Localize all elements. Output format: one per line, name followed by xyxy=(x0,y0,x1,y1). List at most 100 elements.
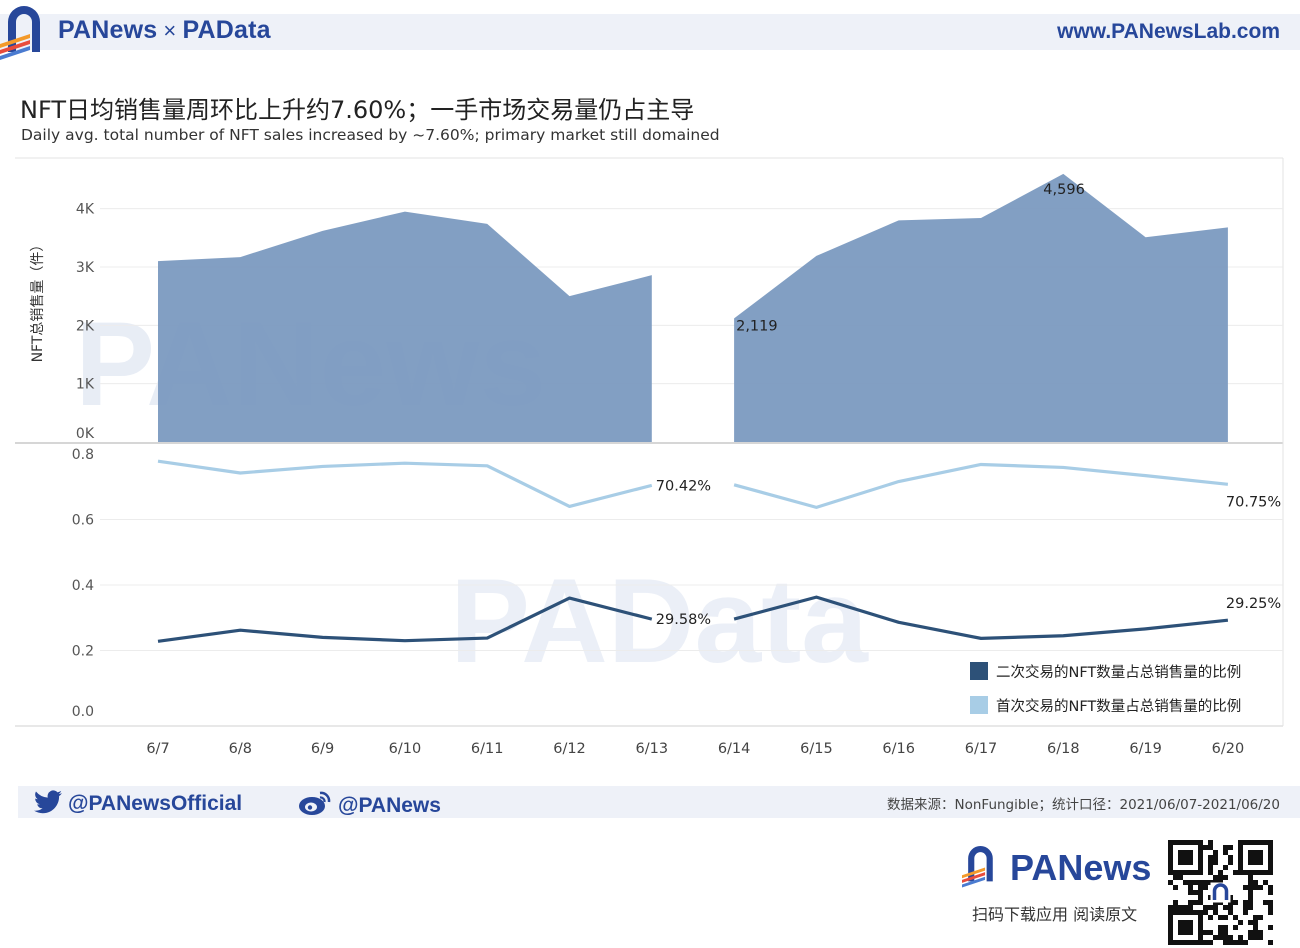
qr-module xyxy=(1253,935,1258,940)
weibo-icon xyxy=(299,791,331,815)
panews-logo-icon xyxy=(0,6,40,60)
qr-module xyxy=(1268,910,1273,915)
qr-module xyxy=(1173,900,1178,905)
line-data-label: 29.58% xyxy=(656,612,711,628)
weibo-label: @PANews xyxy=(338,794,441,817)
qr-module xyxy=(1178,875,1183,880)
qr-module xyxy=(1228,860,1233,865)
qr-module xyxy=(1268,940,1273,945)
qr-module xyxy=(1238,935,1243,940)
qr-module xyxy=(1173,875,1178,880)
y-tick-label: 1K xyxy=(76,377,95,393)
qr-module xyxy=(1198,885,1203,890)
qr-module xyxy=(1253,880,1258,885)
qr-module xyxy=(1188,905,1193,910)
qr-module xyxy=(1213,935,1218,940)
qr-module xyxy=(1213,905,1218,910)
qr-logo xyxy=(1212,883,1229,900)
qr-finder-center xyxy=(1248,850,1263,865)
qr-module xyxy=(1203,940,1208,945)
x-tick-label: 6/11 xyxy=(471,741,504,757)
area-data-label: 4,596 xyxy=(1043,182,1085,198)
legend-label: 首次交易的NFT数量占总销售量的比例 xyxy=(996,697,1241,715)
x-axis: 6/7 6/8 6/9 6/10 6/11 6/12 6/13 6/14 6/15 6/16 6/1… xyxy=(146,741,1244,757)
legend-label: 二次交易的NFT数量占总销售量的比例 xyxy=(996,663,1241,681)
chart-title: NFT日均销售量周环比上升约7.60%；一手市场交易量仍占主导 xyxy=(20,96,695,124)
weibo-handle[interactable]: @PANews xyxy=(298,790,441,818)
qr-module xyxy=(1223,925,1228,930)
qr-module xyxy=(1208,915,1213,920)
y-tick-label: 0.8 xyxy=(72,447,94,463)
qr-module xyxy=(1228,855,1233,860)
qr-module xyxy=(1223,915,1228,920)
qr-module xyxy=(1208,840,1213,845)
qr-module xyxy=(1213,860,1218,865)
qr-module xyxy=(1203,905,1208,910)
chart-frame xyxy=(15,157,1284,727)
qr-module xyxy=(1203,845,1208,850)
qr-module xyxy=(1193,890,1198,895)
qr-module xyxy=(1248,905,1253,910)
area-data-label: 2,119 xyxy=(736,318,778,334)
area-segment-1 xyxy=(158,211,652,442)
qr-module xyxy=(1243,885,1248,890)
twitter-icon xyxy=(34,790,62,814)
qr-module xyxy=(1248,920,1253,925)
line-data-label: 70.42% xyxy=(656,478,711,494)
qr-module xyxy=(1198,900,1203,905)
qr-module xyxy=(1208,940,1213,945)
qr-module xyxy=(1248,885,1253,890)
qr-module xyxy=(1193,900,1198,905)
qr-module xyxy=(1228,935,1233,940)
qr-module xyxy=(1208,905,1213,910)
qr-module xyxy=(1188,890,1193,895)
x-tick-label: 6/8 xyxy=(229,741,252,757)
qr-module xyxy=(1258,930,1263,935)
qr-module xyxy=(1203,930,1208,935)
qr-module xyxy=(1228,910,1233,915)
qr-module xyxy=(1248,895,1253,900)
qr-module xyxy=(1203,885,1208,890)
y-tick-label: 4K xyxy=(76,202,95,218)
series-line-2-part-2 xyxy=(733,462,1229,509)
download-prompt: 扫码下载应用 阅读原文 xyxy=(972,905,1138,924)
qr-module xyxy=(1228,940,1233,945)
site-link[interactable]: www.PANewsLab.com xyxy=(1057,20,1280,43)
qr-module xyxy=(1218,925,1223,930)
y-axis-label: NFT总销售量（件） xyxy=(30,238,46,363)
qr-module xyxy=(1253,925,1258,930)
x-tick-label: 6/7 xyxy=(146,741,169,757)
qr-module xyxy=(1243,905,1248,910)
qr-module xyxy=(1223,935,1228,940)
qr-code-icon[interactable] xyxy=(1168,840,1273,945)
qr-module xyxy=(1248,935,1253,940)
qr-module xyxy=(1168,905,1173,910)
twitter-handle[interactable]: @PANewsOfficial xyxy=(34,790,242,816)
brand-padata: PAData xyxy=(182,16,271,44)
qr-module xyxy=(1218,870,1223,875)
legend-swatch xyxy=(970,662,988,680)
qr-module xyxy=(1253,915,1258,920)
brand-separator: × xyxy=(163,18,177,43)
brand-panews: PANews xyxy=(58,16,158,44)
qr-module xyxy=(1233,915,1238,920)
x-tick-label: 6/20 xyxy=(1212,741,1245,757)
qr-module xyxy=(1248,930,1253,935)
qr-module xyxy=(1228,845,1233,850)
qr-module xyxy=(1223,940,1228,945)
qr-module xyxy=(1233,900,1238,905)
x-tick-label: 6/9 xyxy=(311,741,334,757)
qr-module xyxy=(1248,880,1253,885)
y-tick-label: 0K xyxy=(76,426,95,442)
qr-module xyxy=(1223,845,1228,850)
y-tick-label: 0.6 xyxy=(72,513,94,529)
qr-module xyxy=(1193,880,1198,885)
qr-module xyxy=(1253,885,1258,890)
qr-module xyxy=(1253,930,1258,935)
qr-module xyxy=(1248,890,1253,895)
qr-module xyxy=(1173,905,1178,910)
x-tick-label: 6/19 xyxy=(1129,741,1162,757)
chart-subtitle: Daily avg. total number of NFT sales inc… xyxy=(21,126,720,144)
y-tick-label: 3K xyxy=(76,260,95,276)
qr-module xyxy=(1218,915,1223,920)
